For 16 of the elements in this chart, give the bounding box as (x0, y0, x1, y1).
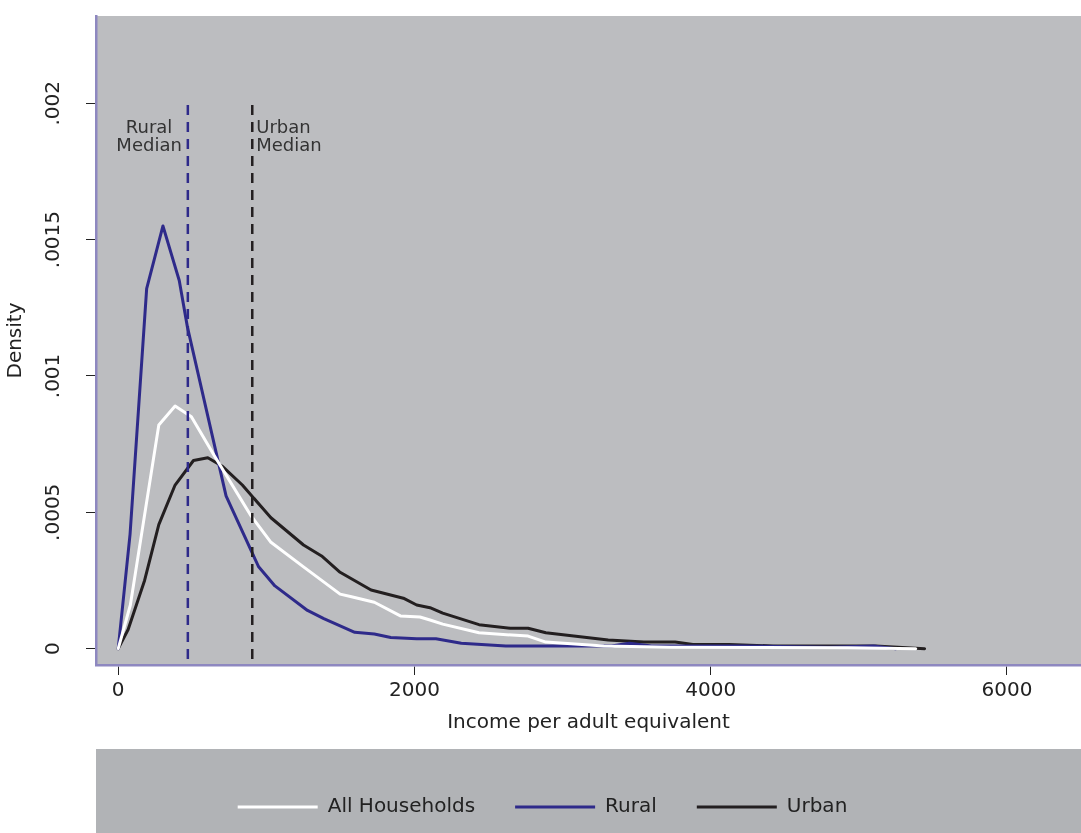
y-tick-label: .001 (39, 353, 64, 399)
legend-label: All Households (327, 793, 476, 818)
ref-line-label: Rural Median (116, 115, 182, 155)
x-tick-label: 4000 (685, 677, 737, 702)
y-tick-label: .0015 (39, 210, 64, 269)
legend-label: Urban (786, 793, 848, 818)
x-tick-label: 6000 (981, 677, 1033, 702)
x-tick-label: 0 (111, 677, 125, 702)
y-axis-title: Density (2, 302, 27, 379)
y-tick-label: .0005 (39, 483, 64, 541)
ref-line-label: Urban Median (256, 115, 322, 155)
legend-label: Rural (605, 793, 657, 818)
x-tick-label: 2000 (389, 677, 440, 702)
y-tick-label: 0 (39, 642, 64, 656)
x-axis-title: Income per adult equivalent (447, 709, 730, 734)
y-tick-label: .002 (39, 80, 64, 126)
